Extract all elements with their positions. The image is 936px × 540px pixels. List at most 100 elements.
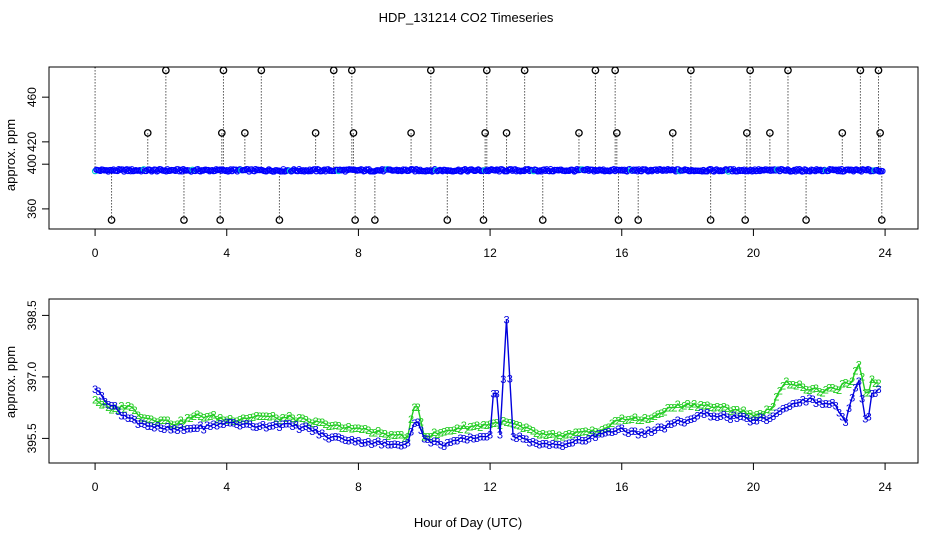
bottom-x-tick-label: 8 bbox=[355, 480, 362, 494]
series-marker-2: 2 bbox=[388, 429, 394, 441]
series-marker-3: 3 bbox=[523, 434, 529, 446]
series-marker-2: 2 bbox=[148, 414, 154, 426]
series-marker-2: 2 bbox=[658, 408, 664, 420]
series-marker-3: 3 bbox=[520, 433, 526, 445]
series-marker-2: 2 bbox=[859, 372, 865, 384]
series-marker-2: 2 bbox=[523, 422, 529, 434]
series-marker-3: 3 bbox=[813, 398, 819, 410]
series-marker-2: 2 bbox=[313, 416, 319, 428]
series-marker-3: 3 bbox=[211, 419, 217, 431]
series-marker-3: 3 bbox=[579, 436, 585, 448]
series-marker-3: 3 bbox=[635, 429, 641, 441]
series-marker-2: 2 bbox=[708, 402, 714, 414]
series-marker-3: 3 bbox=[530, 437, 536, 449]
spike-point bbox=[371, 216, 379, 224]
series-marker-2: 2 bbox=[247, 413, 253, 425]
series-marker-3: 3 bbox=[767, 413, 773, 425]
series-marker-3: 3 bbox=[369, 439, 375, 451]
bottom-x-tick-label: 24 bbox=[878, 480, 892, 494]
series-marker-3: 3 bbox=[118, 410, 124, 422]
series-marker-2: 2 bbox=[563, 429, 569, 441]
series-marker-2: 2 bbox=[727, 406, 733, 418]
series-marker-2: 2 bbox=[112, 403, 118, 415]
series-marker-3: 3 bbox=[280, 419, 286, 431]
series-line-2 bbox=[94, 362, 879, 440]
series-marker-3: 3 bbox=[448, 437, 454, 449]
series-marker-2: 2 bbox=[642, 413, 648, 425]
bottom-x-axis: 0 4 8 12 16 20 24 bbox=[92, 463, 892, 494]
series-marker-3: 3 bbox=[839, 412, 845, 424]
series-marker-2: 2 bbox=[392, 430, 398, 442]
series-marker-2: 2 bbox=[145, 413, 151, 425]
series-marker-3: 3 bbox=[553, 440, 559, 452]
series-marker-2: 2 bbox=[303, 414, 309, 426]
series-marker-3: 3 bbox=[592, 432, 598, 444]
series-marker-2: 2 bbox=[322, 419, 328, 431]
series-marker-2: 2 bbox=[490, 418, 496, 430]
series-marker-3: 3 bbox=[352, 437, 358, 449]
series-marker-2: 2 bbox=[796, 379, 802, 391]
spike-point bbox=[180, 216, 188, 224]
series-marker-2: 2 bbox=[569, 429, 575, 441]
series-marker-3: 3 bbox=[859, 393, 865, 405]
series-marker-3: 3 bbox=[875, 384, 881, 396]
series-marker-3: 3 bbox=[349, 434, 355, 446]
series-marker-2: 2 bbox=[408, 414, 414, 426]
series-marker-3: 3 bbox=[296, 424, 302, 436]
series-marker-3: 3 bbox=[714, 412, 720, 424]
spike-point bbox=[668, 129, 677, 137]
series-marker-2: 2 bbox=[744, 409, 750, 421]
series-marker-3: 3 bbox=[398, 440, 404, 452]
series-marker-3: 3 bbox=[194, 423, 200, 435]
spike-point bbox=[329, 66, 338, 75]
series-marker-2: 2 bbox=[118, 401, 124, 413]
series-marker-2: 2 bbox=[764, 404, 770, 416]
series-marker-2: 2 bbox=[678, 402, 684, 414]
series-marker-3: 3 bbox=[332, 431, 338, 443]
series-marker-3: 3 bbox=[566, 438, 572, 450]
series-marker-2: 2 bbox=[872, 378, 878, 390]
series-marker-2: 2 bbox=[92, 394, 98, 406]
series-marker-3: 3 bbox=[849, 392, 855, 404]
series-marker-2: 2 bbox=[197, 411, 203, 423]
series-marker-3: 3 bbox=[365, 437, 371, 449]
spike-point bbox=[876, 129, 884, 137]
series-marker-3: 3 bbox=[355, 435, 361, 447]
series-marker-3: 3 bbox=[299, 422, 305, 434]
series-marker-3: 3 bbox=[401, 439, 407, 451]
series-marker-3: 3 bbox=[629, 426, 635, 438]
series-marker-2: 2 bbox=[622, 415, 628, 427]
series-marker-2: 2 bbox=[329, 421, 335, 433]
series-marker-2: 2 bbox=[108, 405, 114, 417]
top-x-tick-label: 8 bbox=[355, 246, 362, 260]
series-marker-2: 2 bbox=[141, 413, 147, 425]
bottom-y-axis: 395.5 397.0 398.5 bbox=[25, 300, 49, 453]
series-marker-3: 3 bbox=[740, 411, 746, 423]
series-marker-3: 3 bbox=[480, 432, 486, 444]
series-marker-2: 2 bbox=[451, 425, 457, 437]
series-marker-3: 3 bbox=[326, 434, 332, 446]
series-marker-3: 3 bbox=[490, 388, 496, 400]
data-point bbox=[305, 168, 312, 175]
series-marker-2: 2 bbox=[296, 413, 302, 425]
series-marker-3: 3 bbox=[704, 407, 710, 419]
series-marker-3: 3 bbox=[303, 421, 309, 433]
series-marker-3: 3 bbox=[727, 414, 733, 426]
series-marker-2: 2 bbox=[507, 418, 513, 430]
spike-point bbox=[219, 66, 228, 75]
series-marker-2: 2 bbox=[685, 399, 691, 411]
series-marker-2: 2 bbox=[701, 401, 707, 413]
series-marker-2: 2 bbox=[866, 388, 872, 400]
series-marker-2: 2 bbox=[655, 409, 661, 421]
series-marker-3: 3 bbox=[787, 401, 793, 413]
spike-point bbox=[481, 129, 489, 137]
series-marker-3: 3 bbox=[829, 398, 835, 410]
series-marker-3: 3 bbox=[148, 421, 154, 433]
series-marker-3: 3 bbox=[846, 403, 852, 415]
series-marker-2: 2 bbox=[869, 374, 875, 386]
series-marker-3: 3 bbox=[556, 440, 562, 452]
series-marker-2: 2 bbox=[293, 416, 299, 428]
series-marker-2: 2 bbox=[714, 401, 720, 413]
series-marker-3: 3 bbox=[415, 417, 421, 429]
bottom-y-axis-label: approx. ppm bbox=[3, 346, 18, 418]
